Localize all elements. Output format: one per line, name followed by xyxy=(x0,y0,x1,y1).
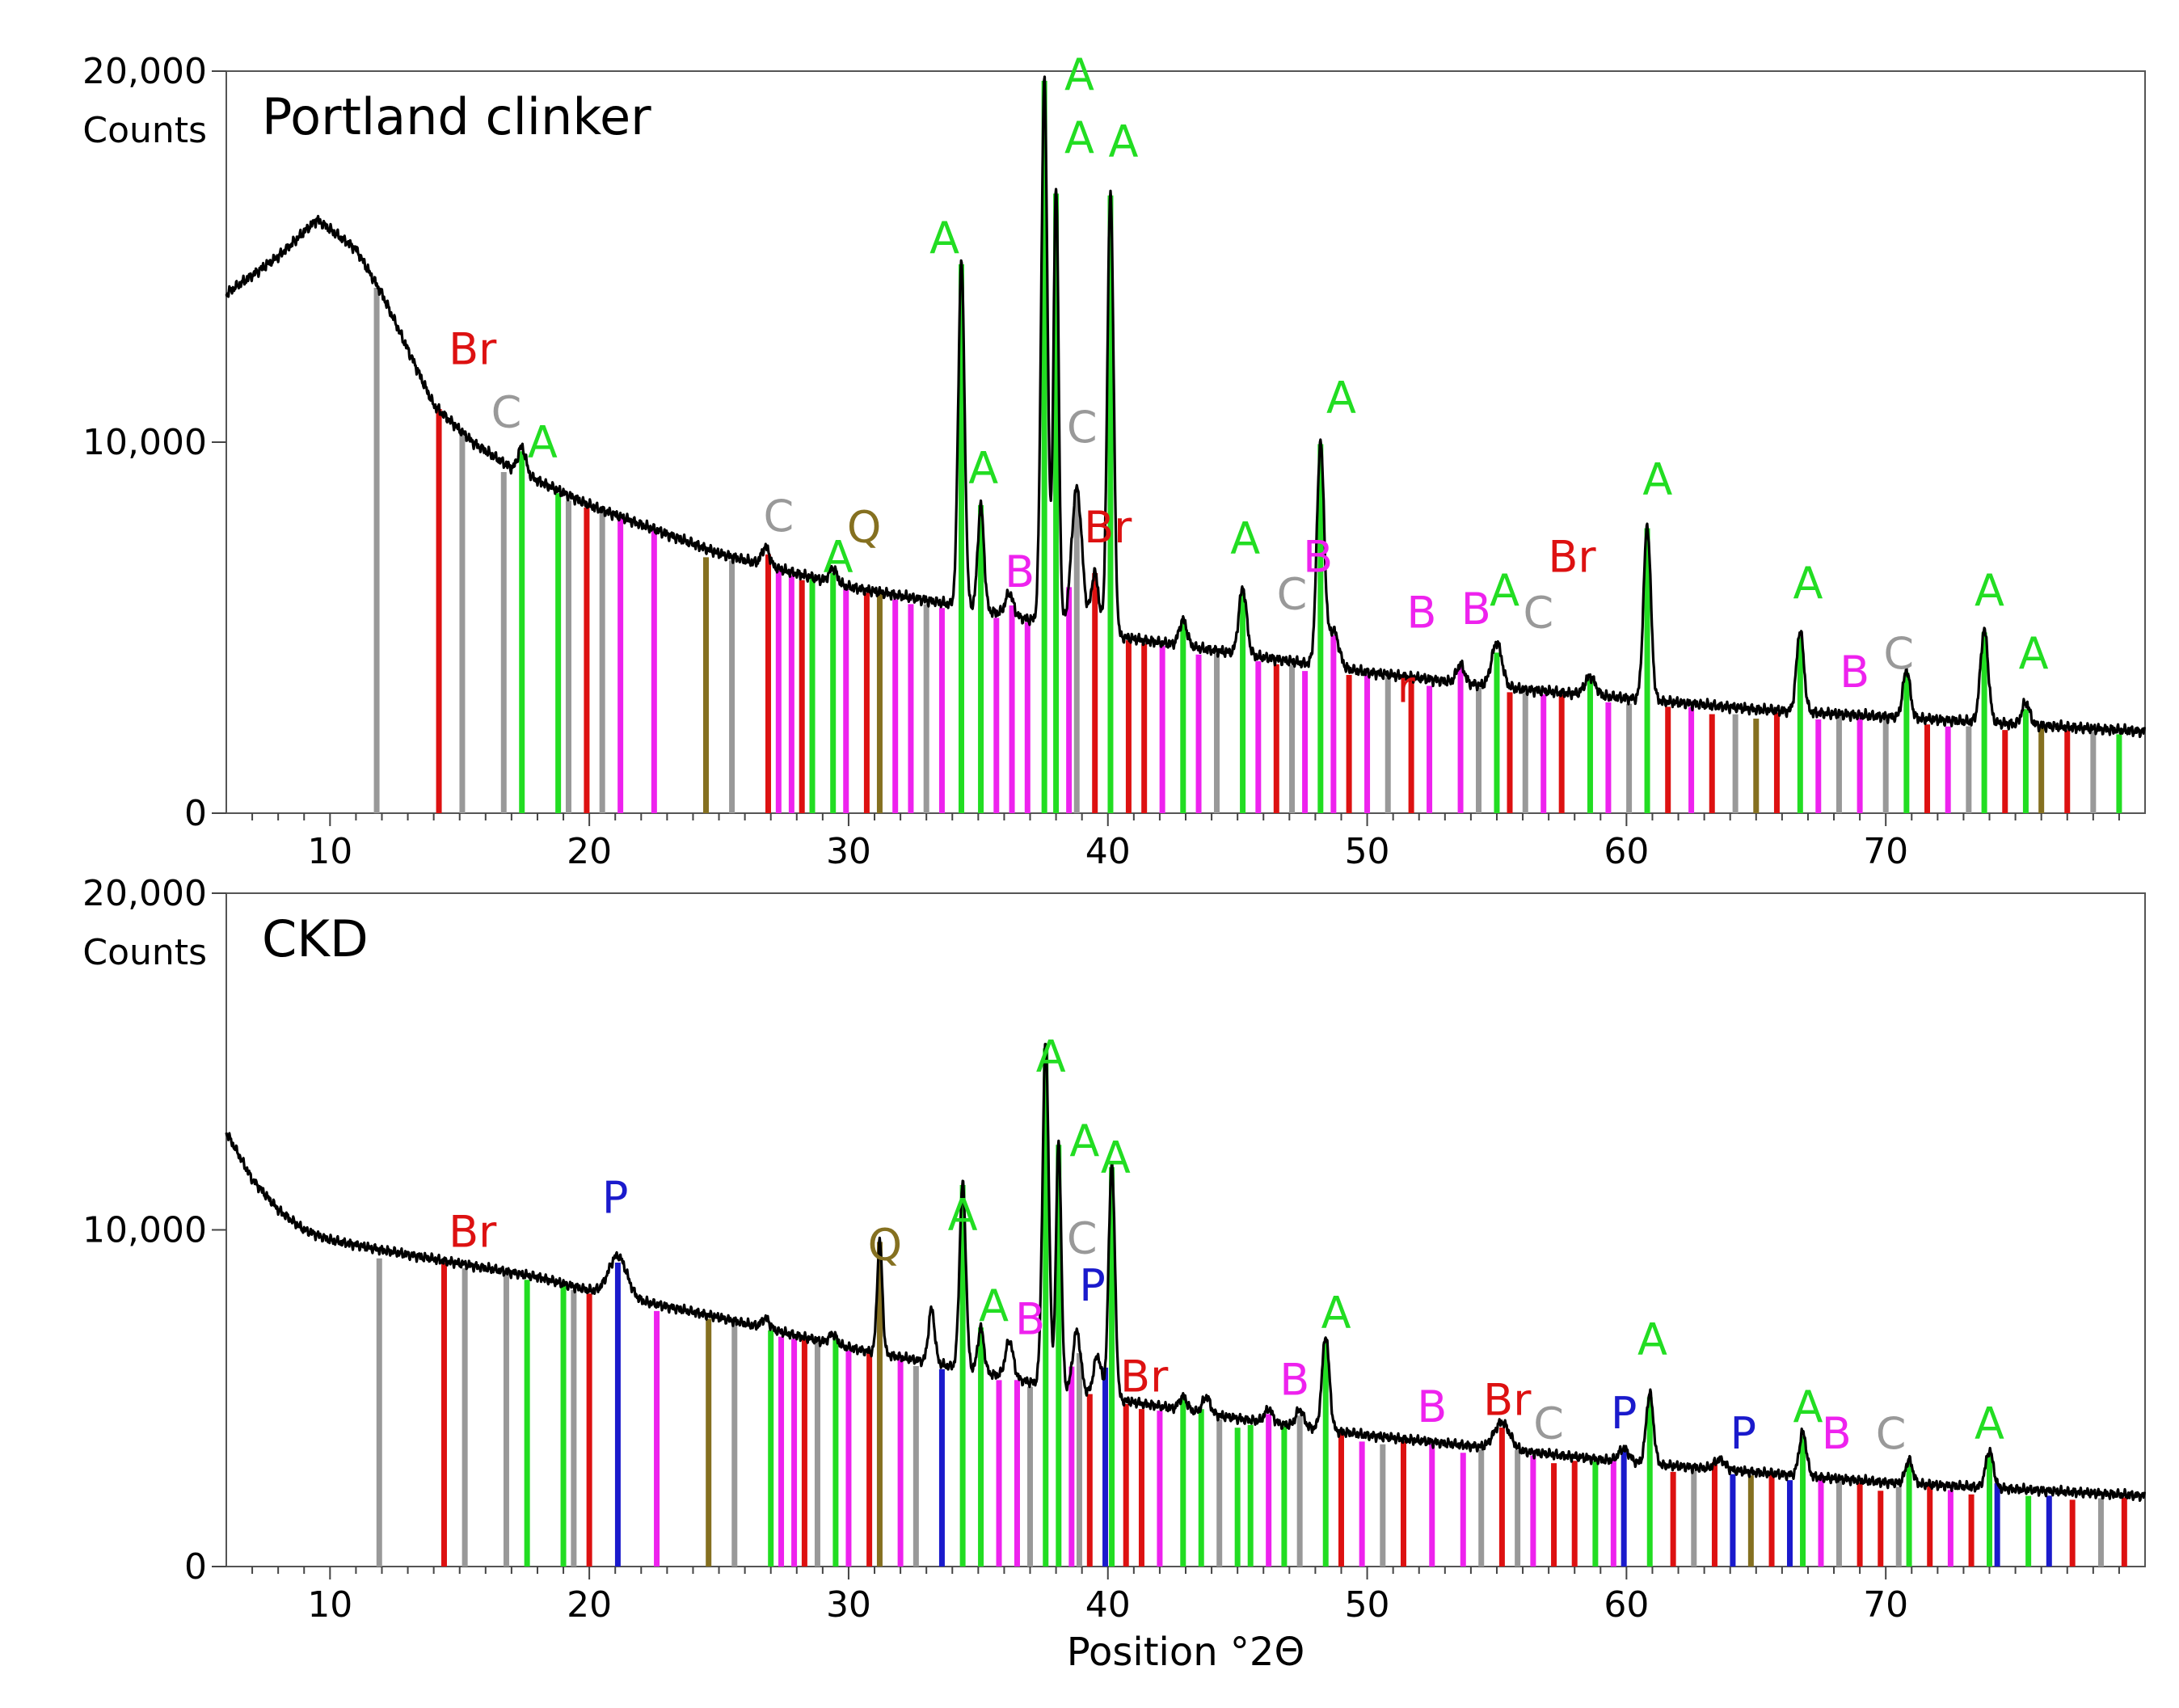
y-tick-label: 20,000 xyxy=(82,873,207,914)
diffraction-pattern-line xyxy=(225,1043,2146,1502)
y-tick-label: 0 xyxy=(184,1546,207,1588)
phase-label-b: B xyxy=(1461,584,1491,635)
phase-label-a: A xyxy=(824,532,853,583)
phase-label-p: P xyxy=(1611,1388,1637,1439)
x-axis-label: Position °2Θ xyxy=(1067,1630,1304,1675)
phase-label-b: B xyxy=(1279,1355,1309,1406)
x-tick-label: 20 xyxy=(567,831,612,872)
phase-label-br: Br xyxy=(449,324,497,375)
x-tick-label: 60 xyxy=(1604,1584,1649,1626)
x-tick-label: 40 xyxy=(1085,1584,1131,1626)
panel-title: CKD xyxy=(262,909,369,968)
phase-label-br: Br xyxy=(449,1206,497,1257)
x-tick-label: 50 xyxy=(1345,831,1390,872)
phase-label-a: A xyxy=(1064,49,1094,100)
phase-label-b: B xyxy=(1406,588,1436,639)
x-tick-label: 20 xyxy=(567,1584,612,1626)
y-tick-label: 0 xyxy=(184,793,207,834)
phase-label-c: C xyxy=(1533,1398,1564,1449)
phase-label-br: Br xyxy=(1084,502,1132,553)
phase-label-a: A xyxy=(1637,1314,1667,1365)
phase-label-b: B xyxy=(1822,1408,1852,1459)
phase-label-a: A xyxy=(968,442,998,493)
phase-label-a: A xyxy=(929,213,959,264)
phase-label-a: A xyxy=(1101,1132,1131,1183)
phase-label-c: C xyxy=(1876,1408,1907,1459)
phase-label-a: A xyxy=(948,1190,978,1241)
phase-label-b: B xyxy=(1417,1381,1447,1432)
x-tick-label: 40 xyxy=(1085,831,1131,872)
x-tick-label: 70 xyxy=(1863,831,1908,872)
y-tick-label: 20,000 xyxy=(82,51,207,92)
phase-label-b: B xyxy=(1005,546,1035,597)
phase-label-a: A xyxy=(1793,1381,1823,1432)
x-tick-label: 30 xyxy=(826,831,871,872)
y-tick-label: 10,000 xyxy=(82,1210,207,1251)
phase-label-a: A xyxy=(1975,1398,2004,1449)
phase-label-c: C xyxy=(1883,628,1914,679)
phase-label-a: A xyxy=(1490,565,1519,616)
phase-label-c: C xyxy=(1067,402,1098,453)
phase-label-p: P xyxy=(1079,1260,1106,1311)
x-tick-label: 10 xyxy=(307,831,352,872)
phase-label-c: C xyxy=(1277,569,1308,620)
x-tick-label: 70 xyxy=(1863,1584,1908,1626)
y-axis-label: Counts xyxy=(82,932,207,973)
phase-label-br: r xyxy=(1397,661,1416,712)
diffraction-pattern-line xyxy=(225,75,2146,739)
panel-portland-clinker: 0 10,000 20,000 Counts 10 20 30 40 50 60 70 Portlan… xyxy=(82,49,2146,872)
phase-label-br: Br xyxy=(1548,532,1596,583)
phase-label-q: Q xyxy=(847,502,882,553)
phase-label-a: A xyxy=(979,1280,1009,1331)
panel-ckd: 0 10,000 20,000 Counts 10 20 30 40 50 60 70 Positio… xyxy=(82,873,2146,1675)
phase-label-a: A xyxy=(1069,1115,1099,1166)
x-tick-label: 60 xyxy=(1604,831,1649,872)
phase-label-a: A xyxy=(1321,1287,1351,1338)
phase-label-a: A xyxy=(1064,112,1094,163)
phase-label-p: P xyxy=(1730,1408,1756,1459)
phase-label-a: A xyxy=(1230,513,1260,564)
phase-label-c: C xyxy=(1067,1213,1098,1264)
phase-label-br: Br xyxy=(1120,1351,1169,1402)
phase-label-c: C xyxy=(1523,588,1553,639)
phase-label-q: Q xyxy=(868,1220,903,1271)
phase-label-a: A xyxy=(2019,628,2049,679)
phase-label-b: B xyxy=(1015,1294,1045,1345)
phase-label-a: A xyxy=(1036,1031,1066,1082)
phase-label-a: A xyxy=(1326,372,1356,423)
phase-label-c: C xyxy=(763,491,794,542)
y-tick-label: 10,000 xyxy=(82,422,207,463)
phase-label-a: A xyxy=(1975,565,2004,616)
panel-title: Portland clinker xyxy=(262,87,651,146)
x-tick-label: 50 xyxy=(1345,1584,1390,1626)
phase-label-b: B xyxy=(1303,532,1333,583)
phase-label-a: A xyxy=(1642,453,1672,504)
x-tick-label: 30 xyxy=(826,1584,871,1626)
phase-label-br: Br xyxy=(1483,1375,1532,1426)
phase-label-b: B xyxy=(1840,647,1869,698)
phase-label-a: A xyxy=(1109,116,1139,167)
phase-label-a: A xyxy=(528,416,558,467)
phase-label-a: A xyxy=(1793,558,1823,609)
phase-label-p: P xyxy=(602,1173,629,1224)
x-tick-label: 10 xyxy=(307,1584,352,1626)
y-axis-label: Counts xyxy=(82,110,207,151)
phase-label-c: C xyxy=(491,387,522,438)
